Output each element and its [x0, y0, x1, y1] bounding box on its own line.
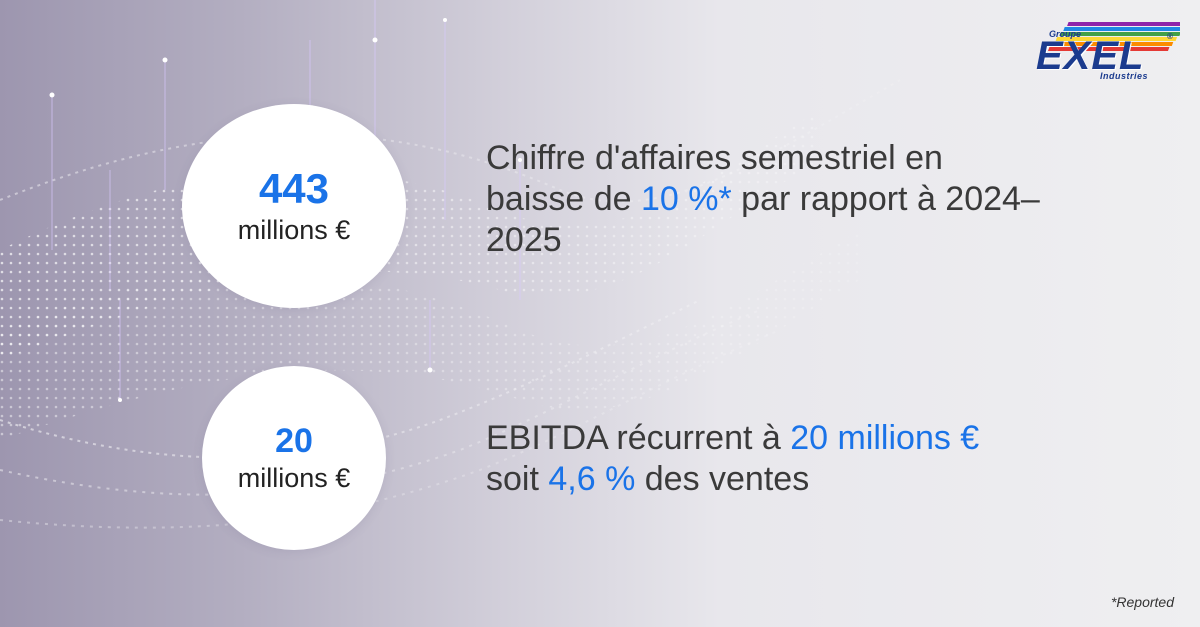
stat-circle-revenue: 443 millions €: [182, 104, 406, 308]
description-text: EBITDA récurrent à: [486, 419, 791, 457]
logo-industries-text: Industries: [1100, 71, 1149, 81]
highlight-percentage: 4,6 %: [548, 460, 636, 498]
stat-unit: millions €: [237, 215, 351, 245]
description-text: par rapport à 2024–2025: [486, 180, 1040, 259]
stat-value: 20: [275, 422, 313, 460]
footnote: *Reported: [1110, 594, 1174, 610]
highlight-amount: 20 millions €: [790, 419, 980, 457]
stat-circle-ebitda: 20 millions €: [202, 366, 386, 550]
exel-industries-logo: Groupe EXEL ® Industries: [1030, 18, 1180, 88]
stat-description-ebitda: EBITDA récurrent à 20 millions € soit 4,6…: [486, 418, 1086, 500]
logo-name-text: EXEL: [1036, 34, 1145, 78]
stat-value: 443: [258, 165, 330, 212]
stat-unit: millions €: [237, 463, 351, 493]
description-text: des ventes: [635, 460, 810, 498]
logo-groupe-text: Groupe: [1049, 29, 1082, 39]
description-text: Chiffre d'affaires semestriel en baisse …: [486, 139, 943, 218]
description-text: soit: [486, 460, 549, 498]
logo-registered-mark: ®: [1167, 32, 1173, 41]
highlight-percentage: 10 %*: [641, 180, 732, 218]
stat-description-revenue: Chiffre d'affaires semestriel en baisse …: [486, 138, 1046, 261]
logo-swoosh-icon: [1047, 22, 1180, 51]
